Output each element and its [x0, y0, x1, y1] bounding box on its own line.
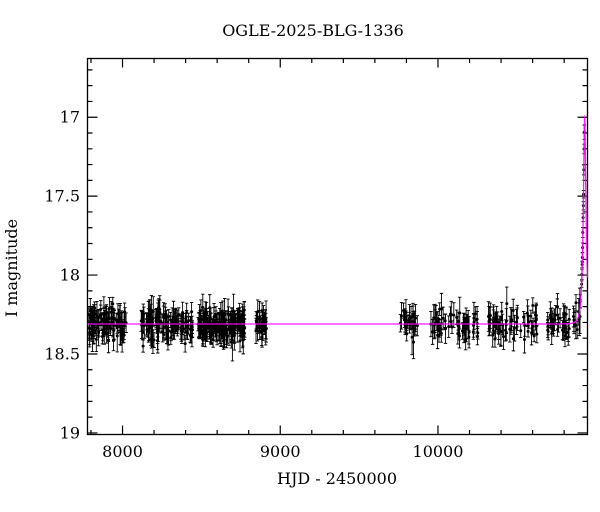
y-axis-label: I magnitude: [2, 219, 21, 317]
data-points: [87, 124, 586, 362]
plot-frame: [86, 57, 589, 436]
y-tick-label: 19: [60, 423, 80, 442]
chart-title: OGLE-2025-BLG-1336: [222, 21, 404, 40]
y-tick-label: 18.5: [44, 344, 80, 363]
y-tick-label: 18: [60, 266, 80, 285]
model-curve: [87, 114, 589, 325]
x-tick-label: 10000: [413, 442, 464, 461]
axis-ticks: [87, 58, 588, 435]
x-axis-label: HJD - 2450000: [277, 469, 397, 488]
axis-tick-labels: 8000 9000 10000 17 17.5 18 18.5 19: [44, 108, 463, 461]
x-tick-label: 9000: [260, 442, 301, 461]
y-tick-label: 17.5: [44, 187, 80, 206]
y-tick-label: 17: [60, 108, 80, 127]
x-tick-label: 8000: [102, 442, 143, 461]
